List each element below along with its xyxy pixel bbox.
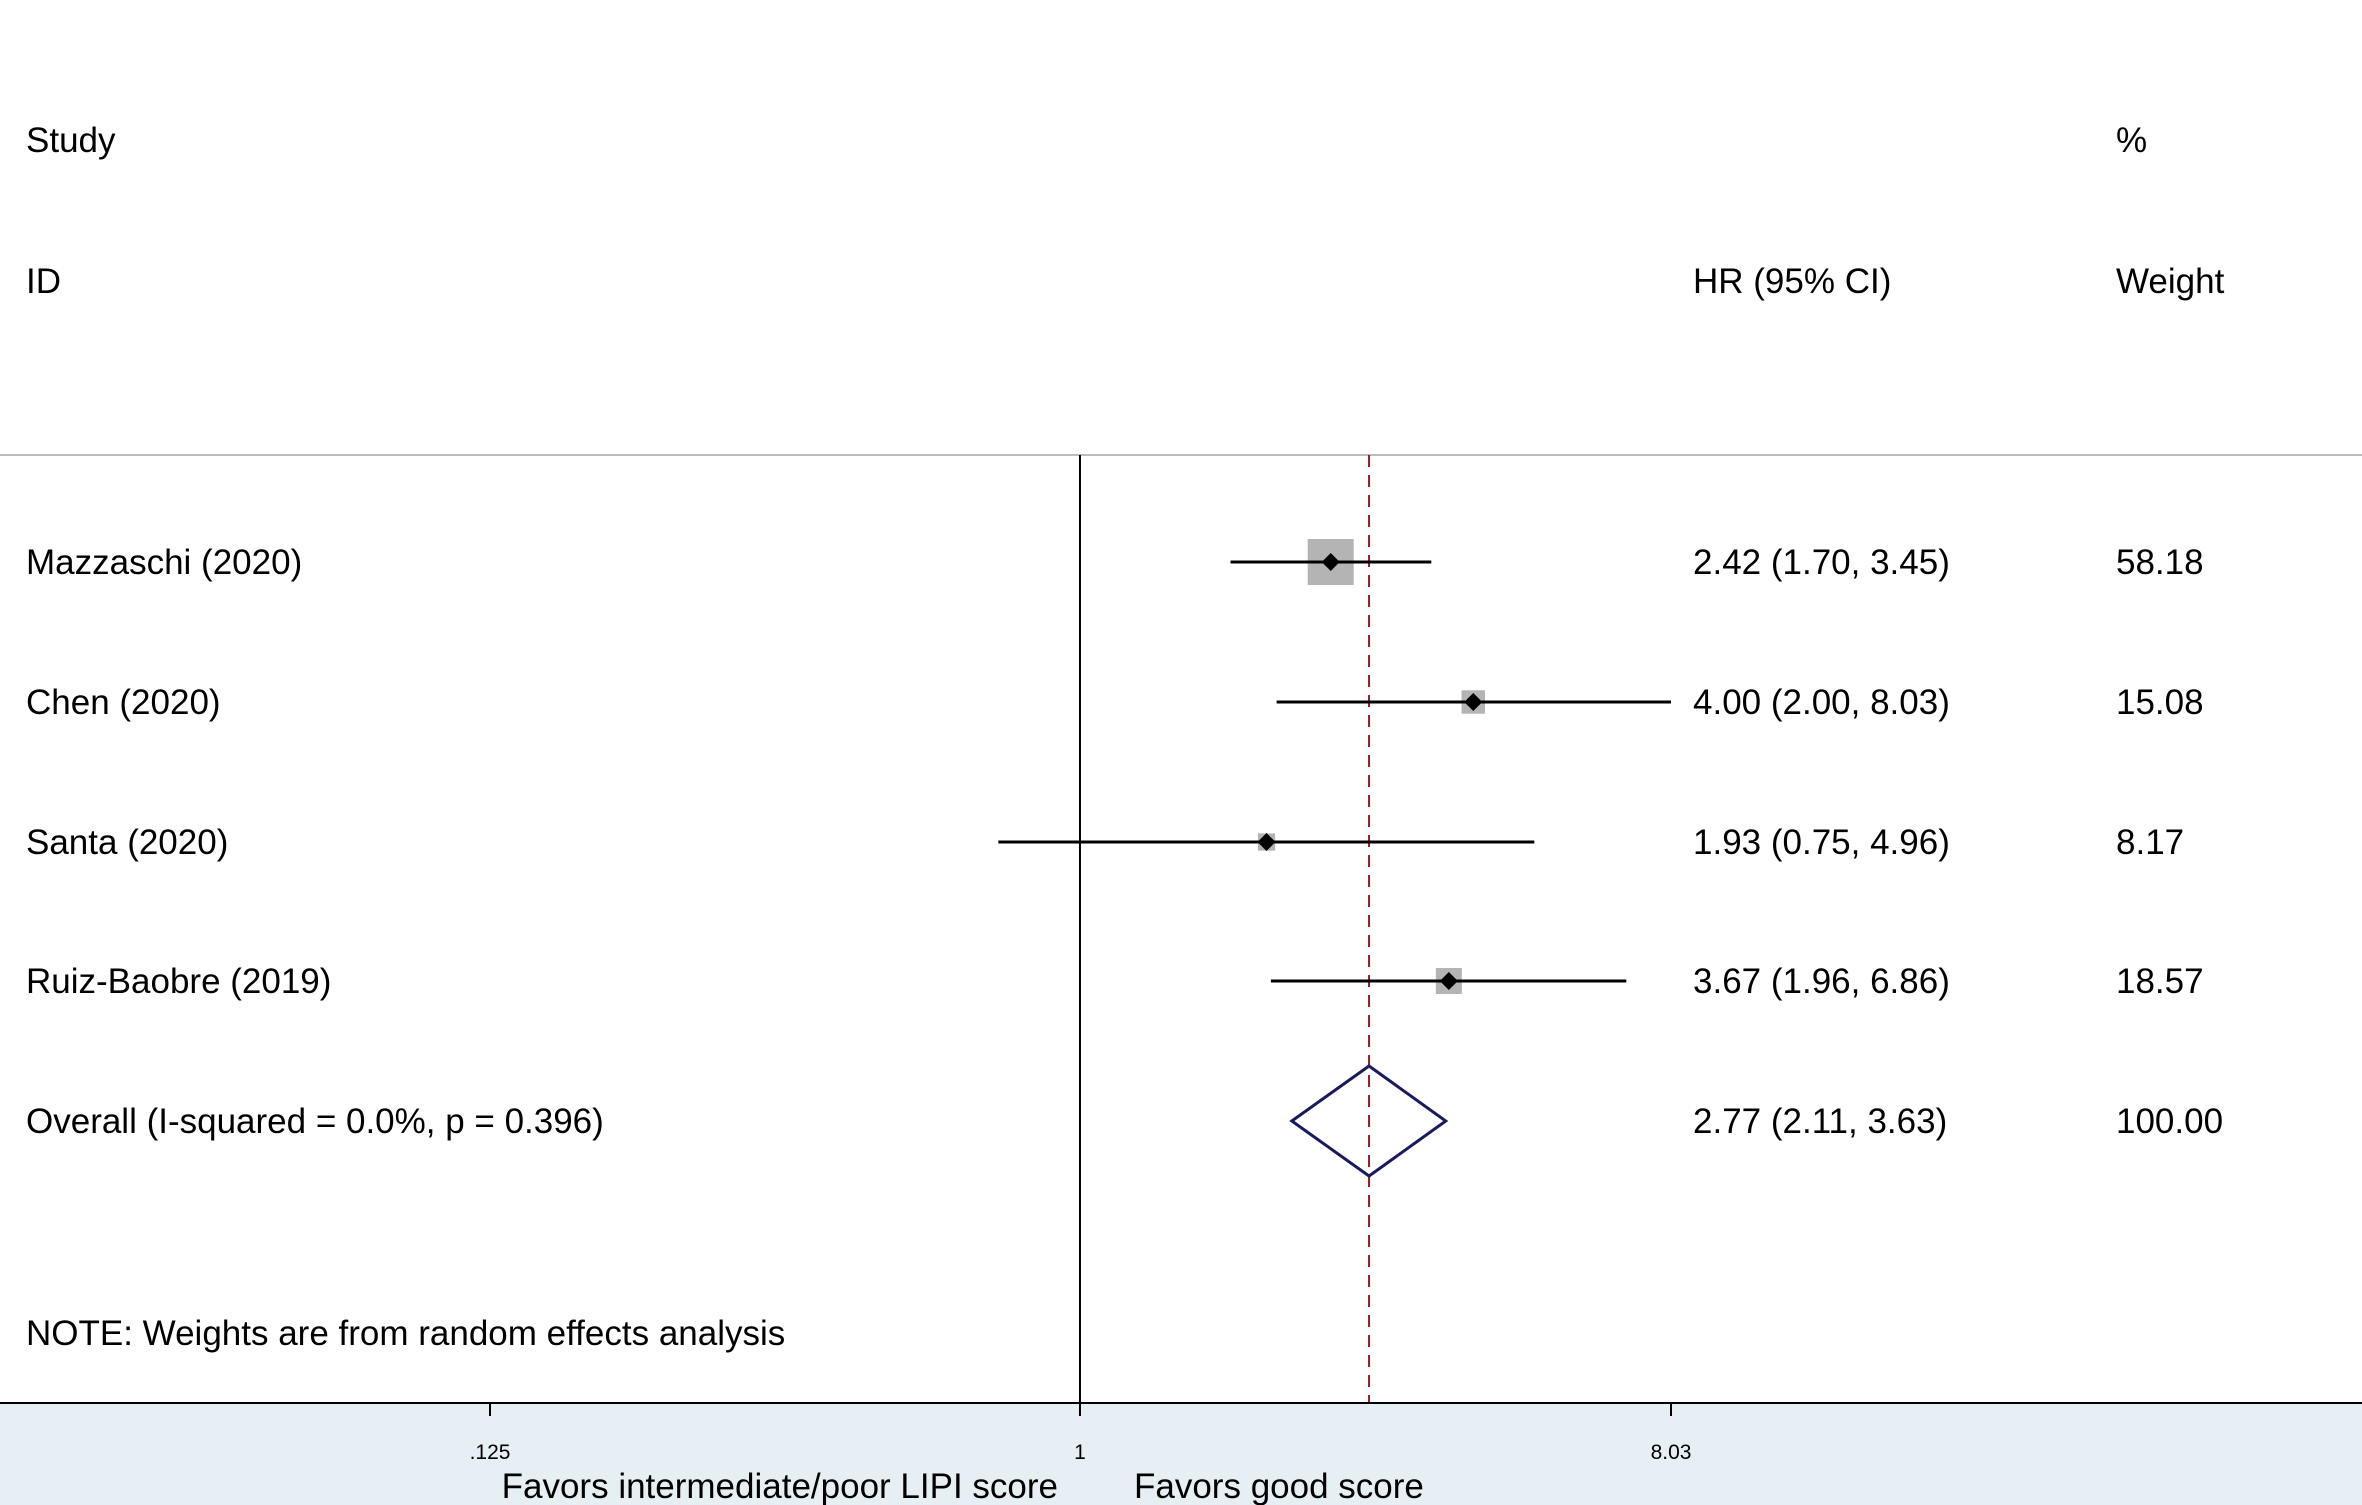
x-axis-ticks: .125 1 8.03 [470,1403,1692,1464]
x-tick-label: 1 [1074,1441,1086,1464]
study-hr-ci: 2.42 (1.70, 3.45) [1693,543,1950,582]
header-study: Study [26,121,116,160]
study-label: Ruiz-Baobre (2019) [26,962,331,1001]
study-weight: 15.08 [2116,683,2204,722]
study-row: Ruiz-Baobre (2019) 3.67 (1.96, 6.86) 18.57 [26,962,2204,1001]
study-row: Mazzaschi (2020) 2.42 (1.70, 3.45) 58.18 [26,539,2204,585]
study-weight: 18.57 [2116,962,2204,1001]
study-label: Santa (2020) [26,823,228,862]
axis-band [0,1403,2362,1505]
header-percent: % [2116,121,2147,160]
point-estimate [1464,693,1483,711]
x-label-left: Favors intermediate/poor LIPI score [502,1467,1058,1505]
study-weight: 8.17 [2116,823,2184,862]
x-tick-label: .125 [470,1441,511,1464]
study-weight: 58.18 [2116,543,2204,582]
study-row: Chen (2020) 4.00 (2.00, 8.03) 15.08 [26,683,2204,722]
study-label: Chen (2020) [26,683,221,722]
study-hr-ci: 1.93 (0.75, 4.96) [1693,823,1950,862]
study-rows: Mazzaschi (2020) 2.42 (1.70, 3.45) 58.18 Ch… [26,539,2204,1001]
study-hr-ci: 3.67 (1.96, 6.86) [1693,962,1950,1001]
x-label-right: Favors good score [1134,1467,1424,1505]
point-estimate [1439,972,1458,990]
point-estimate [1321,553,1340,571]
overall-label: Overall (I-squared = 0.0%, p = 0.396) [26,1102,604,1141]
study-hr-ci: 4.00 (2.00, 8.03) [1693,683,1950,722]
x-tick-label: 8.03 [1651,1441,1692,1464]
overall-weight: 100.00 [2116,1102,2223,1141]
point-estimate [1257,833,1276,851]
study-row: Santa (2020) 1.93 (0.75, 4.96) 8.17 [26,823,2184,862]
note-text: NOTE: Weights are from random effects an… [26,1314,785,1353]
overall-diamond [1289,1064,1449,1178]
overall-hr-ci: 2.77 (2.11, 3.63) [1693,1102,1947,1141]
header-id: ID [26,262,61,301]
study-label: Mazzaschi (2020) [26,543,302,582]
header-weight: Weight [2116,262,2225,301]
header-hr: HR (95% CI) [1693,262,1891,301]
